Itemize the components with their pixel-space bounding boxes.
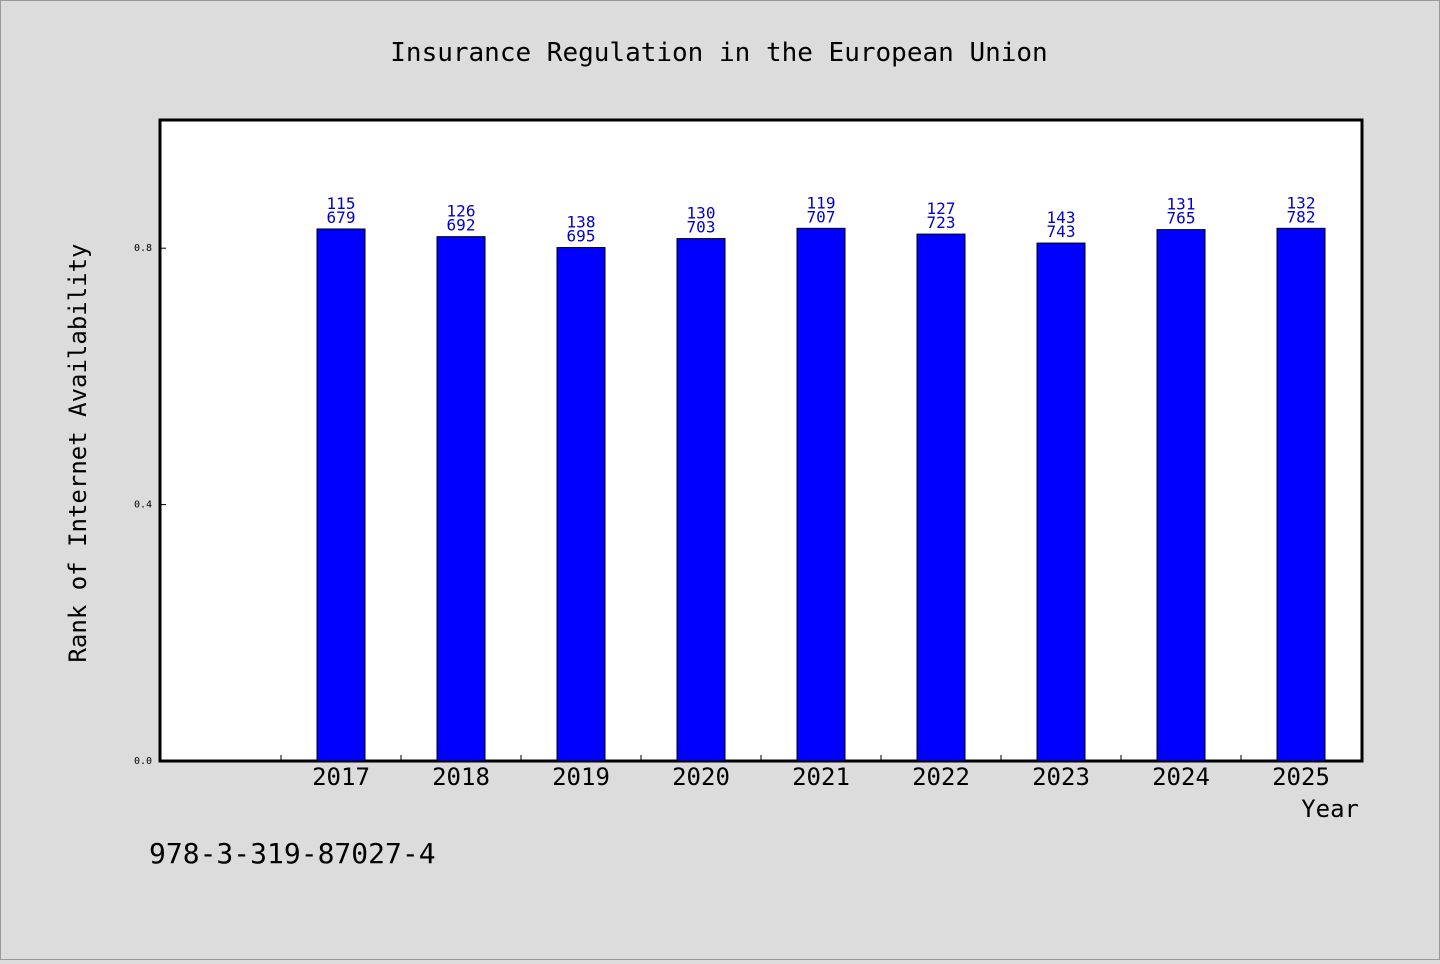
x-tick-label: 2023 (1032, 763, 1090, 791)
data-label-top: 143 (1047, 208, 1076, 227)
x-axis-label: Year (1301, 795, 1359, 823)
data-label-bottom: 679 (327, 208, 356, 227)
bar-2023 (1036, 242, 1086, 762)
data-label-top: 127 (927, 199, 956, 218)
x-tick-label: 2018 (432, 763, 490, 791)
data-label-bottom: 743 (1047, 222, 1076, 241)
x-tick-label: 2020 (672, 763, 730, 791)
data-label-top: 131 (1167, 195, 1196, 214)
bar-2024 (1156, 229, 1206, 762)
footer-code: 978-3-319-87027-4 (149, 837, 436, 870)
y-tick-label: 0.8 (134, 243, 152, 254)
y-tick-label: 0.4 (134, 500, 152, 511)
x-tick-label: 2025 (1272, 763, 1330, 791)
data-label-top: 130 (687, 204, 716, 223)
data-label-bottom: 765 (1167, 209, 1196, 228)
data-label-bottom: 692 (447, 216, 476, 235)
x-tick-label: 2022 (912, 763, 970, 791)
x-tick-label: 2021 (792, 763, 850, 791)
x-tick-label: 2019 (552, 763, 610, 791)
data-label-top: 138 (567, 213, 596, 232)
data-label-bottom: 782 (1287, 207, 1316, 226)
data-label-bottom: 695 (567, 227, 596, 246)
data-label-bottom: 723 (927, 213, 956, 232)
bar-2021 (796, 227, 846, 762)
bar-2025 (1276, 227, 1326, 762)
data-label-top: 115 (327, 194, 356, 213)
y-tick-label: 0.0 (134, 756, 152, 767)
bar-2019 (556, 247, 606, 762)
data-label-top: 126 (447, 202, 476, 221)
data-label-bottom: 703 (687, 218, 716, 237)
data-label-top: 119 (807, 193, 836, 212)
data-label-top: 132 (1287, 193, 1316, 212)
chart-title: Insurance Regulation in the European Uni… (390, 38, 1047, 68)
bar-2020 (676, 238, 726, 762)
bar-2018 (436, 236, 486, 762)
bar-2022 (916, 233, 966, 762)
bar-2017 (316, 228, 366, 762)
ticks-group: 0.0 0.4 0.8 2017 2018 2019 2020 2021 2022 2023 202… (134, 243, 1362, 791)
y-axis-label: Rank of Internet Availability (64, 243, 92, 662)
x-tick-label: 2017 (312, 763, 370, 791)
data-label-bottom: 707 (807, 207, 836, 226)
x-tick-label: 2024 (1152, 763, 1210, 791)
